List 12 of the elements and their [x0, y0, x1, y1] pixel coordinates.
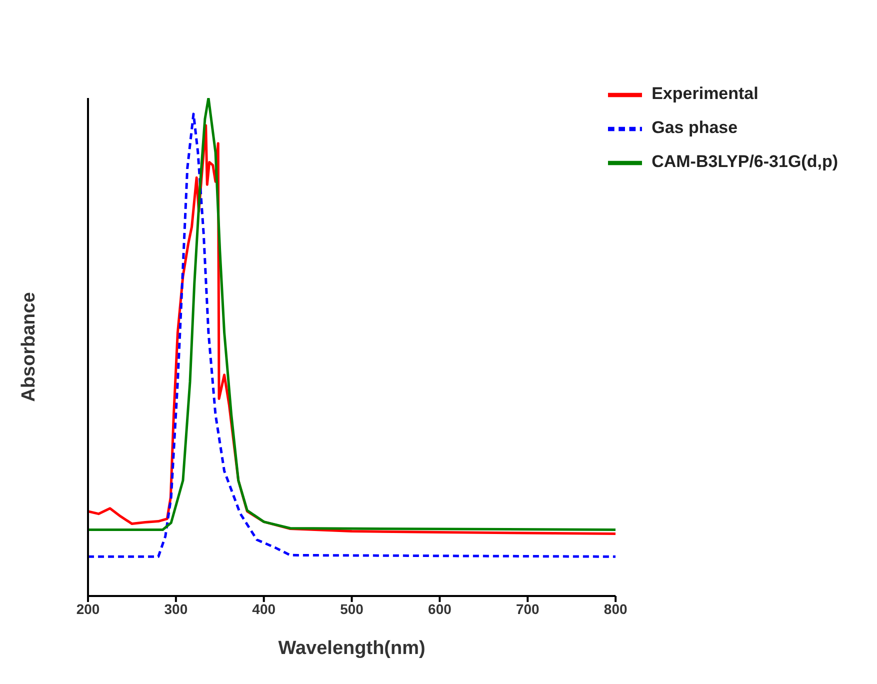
x-tick-label: 300: [164, 600, 188, 617]
x-tick-label: 500: [340, 600, 364, 617]
x-tick-label: 600: [428, 600, 452, 617]
x-axis-title: Wavelength(nm): [278, 638, 426, 659]
x-tick-label: 800: [604, 600, 628, 617]
x-tick-label: 700: [516, 600, 540, 617]
legend-label: CAM-B3LYP/6-31G(d,p): [652, 152, 838, 172]
legend-label: Experimental: [652, 84, 758, 104]
y-axis-title: Absorbance: [18, 292, 40, 402]
legend-label: Gas phase: [652, 118, 738, 138]
x-tick-label: 200: [76, 600, 100, 617]
x-tick-label: 400: [252, 600, 276, 617]
